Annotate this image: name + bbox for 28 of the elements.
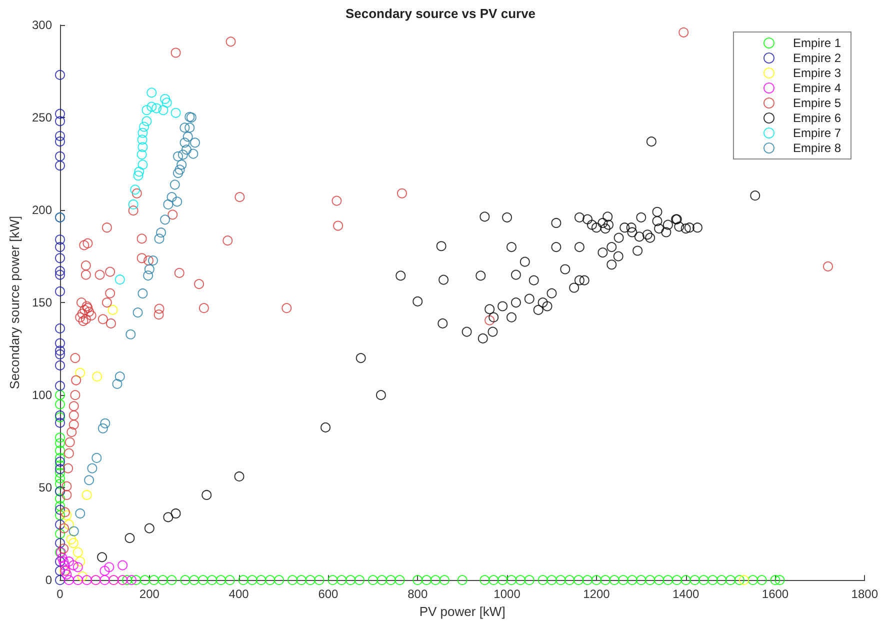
y-tick-label: 50 [38, 480, 52, 495]
x-tick-label: 800 [408, 587, 428, 602]
y-tick-label: 0 [45, 573, 52, 588]
legend-label: Empire 1 [792, 36, 842, 50]
legend-label: Empire 7 [792, 126, 842, 140]
legend-label: Empire 3 [792, 66, 842, 80]
x-tick-label: 400 [228, 587, 250, 602]
x-tick-label: 200 [139, 587, 160, 602]
x-tick-label: 1600 [762, 587, 789, 602]
legend-label: Empire 2 [792, 51, 842, 65]
legend-label: Empire 4 [792, 81, 842, 95]
chart-title: Secondary source vs PV curve [345, 6, 536, 21]
x-tick-label: 0 [56, 587, 64, 602]
x-axis-title: PV power [kW] [419, 604, 506, 619]
legend-label: Empire 6 [792, 111, 842, 125]
y-tick-label: 100 [32, 388, 52, 402]
y-axis-title: Secondary source power [kW] [7, 216, 22, 390]
y-tick-label: 150 [32, 296, 52, 310]
x-tick-label: 1200 [583, 587, 610, 602]
y-tick-label: 300 [32, 18, 52, 32]
legend-label: Empire 8 [792, 141, 842, 155]
x-tick-label: 1000 [494, 587, 521, 602]
x-tick-label: 600 [318, 587, 339, 602]
y-tick-label: 250 [32, 110, 52, 125]
x-tick-label: 1800 [851, 587, 878, 602]
x-tick-label: 1400 [672, 587, 700, 602]
legend-label: Empire 5 [792, 96, 842, 110]
y-tick-label: 200 [32, 203, 52, 218]
